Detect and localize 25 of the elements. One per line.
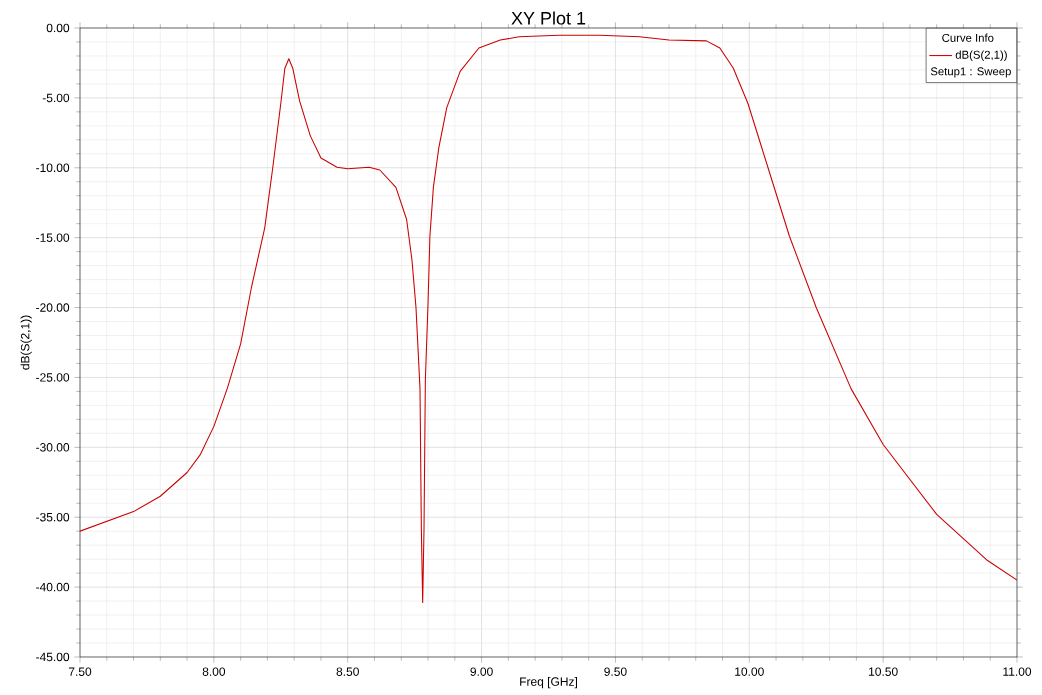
x-axis-title: Freq [GHz] bbox=[520, 677, 577, 689]
x-tick-label: 10.00 bbox=[735, 667, 764, 676]
y-tick-label: -25.00 bbox=[36, 373, 70, 382]
annotation: Setup1 : Sweep bbox=[930, 67, 1011, 78]
x-tick-label: 9.50 bbox=[604, 667, 627, 676]
y-tick-label: -30.00 bbox=[36, 443, 70, 452]
legend-label: dB(S(2,1)) bbox=[955, 50, 1007, 62]
y-tick-label: 0.00 bbox=[46, 23, 70, 33]
y-tick-label: -10.00 bbox=[36, 163, 70, 173]
x-tick-label: 11.00 bbox=[1003, 667, 1032, 676]
chart-title: XY Plot 1 bbox=[511, 11, 586, 25]
x-tick-label: 10.50 bbox=[869, 667, 898, 676]
x-tick-label: 8.50 bbox=[336, 667, 359, 676]
y-tick-label: -35.00 bbox=[36, 512, 70, 522]
y-tick-label: -40.00 bbox=[36, 582, 70, 592]
x-tick-label: 7.50 bbox=[68, 667, 92, 676]
y-axis-title: dB(S(2,1)) bbox=[20, 315, 32, 370]
x-tick-label: 9.00 bbox=[470, 667, 493, 676]
x-tick-label: 8.00 bbox=[202, 667, 226, 676]
line-series bbox=[80, 34, 1017, 604]
y-tick-label: -15.00 bbox=[36, 233, 70, 242]
legend-title: Curve Info bbox=[942, 33, 994, 42]
y-tick-label: -20.00 bbox=[36, 303, 70, 312]
y-tick-label: -5.00 bbox=[42, 93, 70, 103]
y-tick-label: -45.00 bbox=[36, 652, 70, 662]
